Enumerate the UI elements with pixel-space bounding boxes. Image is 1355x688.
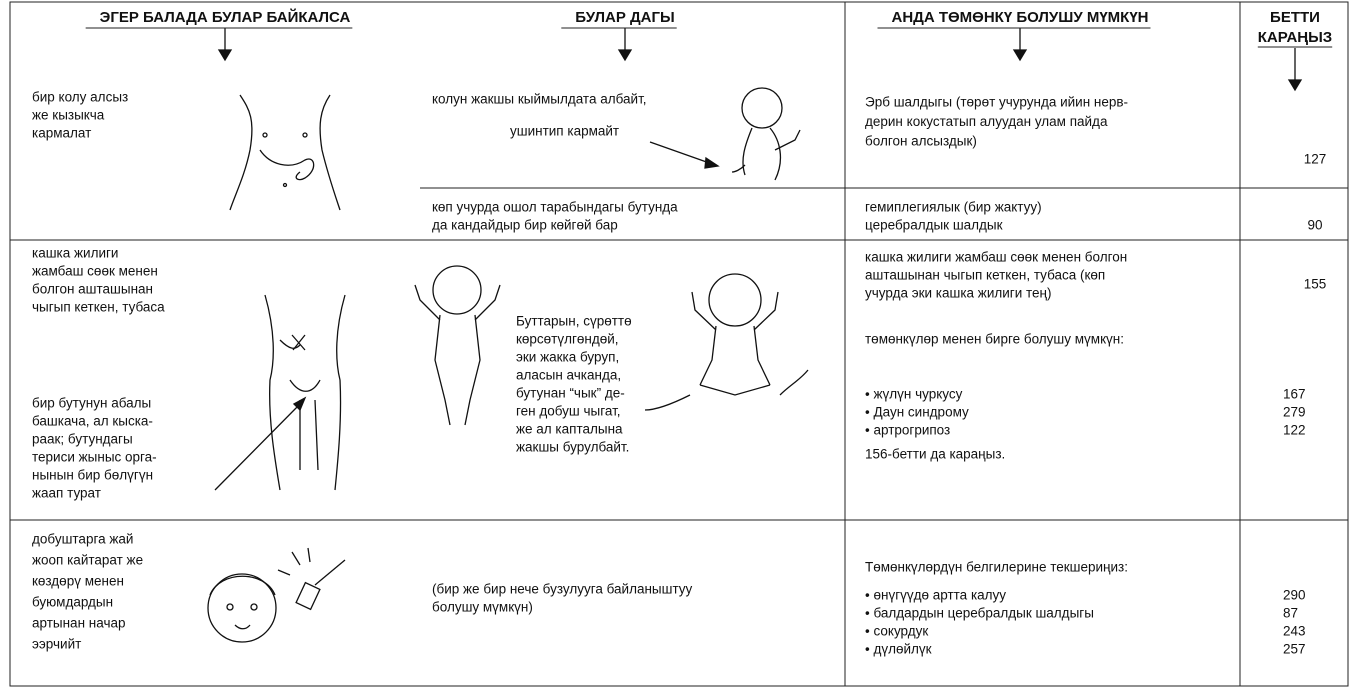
cause-text: Эрб шалдыгы (төрөт учурунда ийин нерв- [865, 95, 1128, 110]
cause-text: болгон алсыздык) [865, 134, 977, 149]
sign-text: көздөрү менен [32, 574, 124, 589]
list-item: • сокурдук [865, 624, 928, 639]
finding-text: көп учурда ошол тарабындагы бутунда [432, 200, 678, 215]
cause-text: 156-бетти да караңыз. [865, 447, 1005, 462]
sign-text: жооп кайтарат же [32, 553, 143, 568]
page-ref: 243 [1283, 624, 1306, 639]
sign-text: же кызыкча [32, 108, 105, 123]
column-header: АНДА ТӨМӨНКҮ БОЛУШУ МҮМКҮН [891, 9, 1148, 26]
column-header: БУЛАР ДАГЫ [575, 9, 674, 26]
sign-text: добуштарга жай [32, 532, 133, 547]
finding-text: болушу мүмкүн) [432, 600, 533, 615]
sign-text: раак; бутундагы [32, 432, 133, 447]
page-ref: 155 [1304, 277, 1327, 292]
list-item: • артрогрипоз [865, 423, 950, 438]
sign-text: нынын бир бөлүгүн [32, 468, 153, 483]
cause-text: церебралдык шалдык [865, 218, 1003, 233]
cause-text: ашташынан чыгып кеткен, тубаса (көп [865, 268, 1105, 283]
sign-text: жаап турат [32, 486, 101, 501]
sign-text: болгон ашташынан [32, 282, 153, 297]
sign-text: бир колу алсыз [32, 90, 128, 105]
page-ref: 90 [1307, 218, 1322, 233]
finding-note: ушинтип кармайт [510, 124, 619, 139]
finding-text: жакшы бурулбайт. [516, 440, 629, 455]
page-ref: 167 [1283, 387, 1306, 402]
note-arrow [649, 141, 720, 169]
page-ref: 87 [1283, 606, 1298, 621]
page-ref: 279 [1283, 405, 1306, 420]
sign-text: жамбаш сөөк менен [32, 264, 158, 279]
sign-text: артынан начар [32, 616, 126, 631]
page-ref: 122 [1283, 423, 1306, 438]
finding-text: көрсөтүлгөндөй, [516, 332, 619, 347]
detail-arrow [214, 396, 307, 491]
sign-text: башкача, ал кыска- [32, 414, 153, 429]
page-ref: 290 [1283, 588, 1306, 603]
sign-text: бир бутунун абалы [32, 396, 151, 411]
list-item: • өнүгүүдө артта калуу [865, 588, 1006, 603]
list-item: • дүлөйлүк [865, 642, 932, 657]
cause-text: учурда эки кашка жилиги тең) [865, 286, 1052, 301]
finding-text: же ал капталына [516, 422, 623, 437]
illustration-face [207, 547, 346, 643]
illustration-legs [264, 294, 346, 491]
cause-text: гемиплегиялык (бир жактуу) [865, 200, 1042, 215]
header-arrows [217, 28, 1303, 92]
sign-text: кашка жилиги [32, 246, 118, 261]
cause-text: Төмөнкүлөрдүн белгилерине текшериңиз: [865, 560, 1128, 575]
page-ref: 127 [1304, 152, 1327, 167]
page-ref: 257 [1283, 642, 1306, 657]
finding-text: Буттарын, сүрөттө [516, 314, 632, 329]
sign-text: кармалат [32, 126, 91, 141]
sign-text: териси жыныс орга- [32, 450, 157, 465]
finding-text: колун жакшы кыймылдата албайт, [432, 92, 647, 107]
finding-text: ген добуш чыгат, [516, 404, 621, 419]
illustration-babies [414, 265, 809, 426]
table-frame [9, 1, 1349, 687]
column-header: БЕТТИ [1270, 9, 1320, 26]
column-header: КАРАҢЫЗ [1258, 29, 1332, 46]
sign-text: ээрчийт [32, 637, 81, 652]
illustration-baby-arm [731, 87, 801, 181]
cause-text: дерин кокустатып алуудан улам пайда [865, 114, 1108, 129]
sign-text: чыгып кеткен, тубаса [32, 300, 165, 315]
finding-text: эки жакка буруп, [516, 350, 619, 365]
cause-text: кашка жилиги жамбаш сөөк менен болгон [865, 250, 1127, 265]
cause-text: төмөнкүлөр менен бирге болушу мүмкүн: [865, 332, 1124, 347]
finding-text: аласын ачканда, [516, 368, 621, 383]
sign-text: буюмдардын [32, 595, 113, 610]
finding-text: бутунан “чык” де- [516, 386, 625, 401]
illustration-torso [229, 94, 341, 211]
list-item: • Даун синдрому [865, 405, 969, 420]
list-item: • балдардын церебралдык шалдыгы [865, 606, 1094, 621]
list-item: • жүлүн чуркусу [865, 387, 963, 402]
column-header: ЭГЕР БАЛАДА БУЛАР БАЙКАЛСА [100, 8, 351, 26]
finding-text: (бир же бир нече бузулууга байланыштуу [432, 582, 693, 597]
finding-text: да кандайдыр бир көйгөй бар [432, 218, 618, 233]
